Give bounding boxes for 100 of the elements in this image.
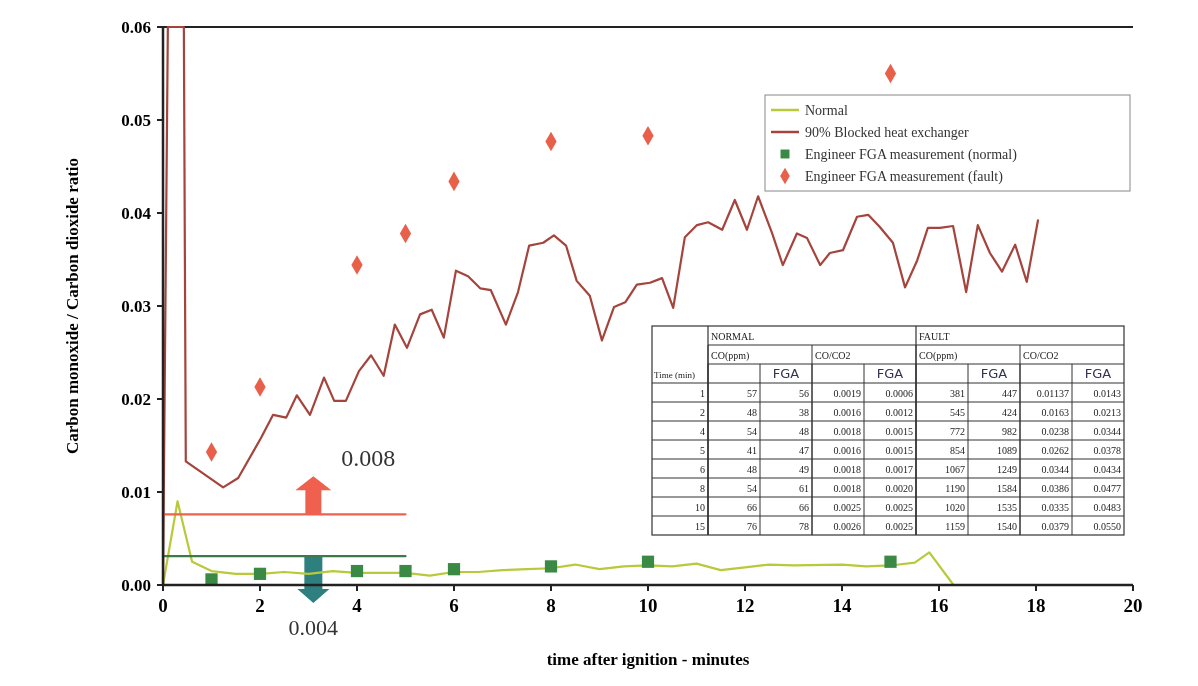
point bbox=[447, 563, 461, 576]
text: 54 bbox=[747, 483, 757, 494]
text: 0.0006 bbox=[885, 388, 913, 399]
text: 0.0344 bbox=[1041, 464, 1069, 475]
text: 0.0018 bbox=[833, 426, 861, 437]
text: 0.0163 bbox=[1041, 407, 1069, 418]
text: 0.0017 bbox=[885, 464, 913, 475]
annotation: CO/CO2 bbox=[815, 350, 851, 361]
text: 66 bbox=[799, 502, 809, 513]
text: 0.0020 bbox=[885, 483, 913, 494]
text: 772 bbox=[950, 426, 965, 437]
text: 0.0015 bbox=[885, 445, 913, 456]
text: 76 bbox=[747, 521, 757, 532]
y-tick-label: 0.00 bbox=[121, 576, 151, 595]
text: 0.0016 bbox=[833, 445, 861, 456]
text: 47 bbox=[799, 445, 809, 456]
text: 48 bbox=[747, 407, 757, 418]
text: 0.0378 bbox=[1093, 445, 1121, 456]
text: 0.0018 bbox=[833, 464, 861, 475]
text: 1089 bbox=[997, 445, 1017, 456]
text: 15 bbox=[695, 521, 705, 532]
text: 854 bbox=[950, 445, 965, 456]
text: 4 bbox=[700, 426, 705, 437]
y-tick-label: 0.04 bbox=[121, 204, 152, 223]
text: 0.0344 bbox=[1093, 426, 1121, 437]
y-axis-title: Carbon monoxide / Carbon dioxide ratio bbox=[63, 157, 82, 455]
y-tick-label: 0.03 bbox=[121, 297, 151, 316]
text: 1540 bbox=[997, 521, 1017, 532]
text: 41 bbox=[747, 445, 757, 456]
annotation: CO/CO2 bbox=[1023, 350, 1059, 361]
text: 0.0434 bbox=[1093, 464, 1121, 475]
text: 1067 bbox=[945, 464, 965, 475]
point bbox=[399, 564, 412, 578]
text: 1190 bbox=[945, 483, 965, 494]
y-tick-label: 0.02 bbox=[121, 390, 151, 409]
text: 381 bbox=[950, 388, 965, 399]
text: 0.0143 bbox=[1093, 388, 1121, 399]
text: 1 bbox=[700, 388, 705, 399]
text: 0.0379 bbox=[1041, 521, 1069, 532]
text: 10 bbox=[695, 502, 705, 513]
legend-label: Engineer FGA measurement (normal) bbox=[805, 147, 1018, 163]
annotation: CO(ppm) bbox=[919, 350, 958, 362]
text: 54 bbox=[747, 426, 757, 437]
legend-label: Normal bbox=[805, 103, 848, 118]
y-tick-label: 0.05 bbox=[121, 111, 151, 130]
text: 5 bbox=[700, 445, 705, 456]
text: 0.01137 bbox=[1036, 388, 1069, 399]
x-tick-label: 12 bbox=[735, 595, 755, 616]
annotation: CO(ppm) bbox=[711, 350, 750, 362]
text: 982 bbox=[1002, 426, 1017, 437]
text: 48 bbox=[747, 464, 757, 475]
category-label: FGA bbox=[1084, 366, 1112, 381]
text: 0.0025 bbox=[833, 502, 861, 513]
text: 0.0019 bbox=[833, 388, 861, 399]
text: 0.0025 bbox=[885, 521, 913, 532]
text: 1249 bbox=[997, 464, 1017, 475]
text: 0.0018 bbox=[833, 483, 861, 494]
point bbox=[544, 560, 558, 573]
text: 0.0335 bbox=[1041, 502, 1069, 513]
point bbox=[253, 567, 267, 580]
text: 66 bbox=[747, 502, 757, 513]
x-tick-label: 16 bbox=[929, 595, 949, 616]
text: 56 bbox=[799, 388, 809, 399]
text: 38 bbox=[799, 407, 809, 418]
category-label: FGA bbox=[980, 366, 1008, 381]
x-tick-label: 18 bbox=[1026, 595, 1046, 616]
annotation: NORMAL bbox=[711, 331, 755, 342]
text: 447 bbox=[1002, 388, 1017, 399]
text: 0.0016 bbox=[833, 407, 861, 418]
point bbox=[884, 555, 897, 568]
annotation: FAULT bbox=[919, 331, 950, 342]
text: 6 bbox=[700, 464, 705, 475]
x-tick-label: 6 bbox=[449, 595, 459, 616]
annotation: 0.004 bbox=[288, 615, 339, 640]
point bbox=[350, 564, 364, 578]
text: 1584 bbox=[997, 483, 1017, 494]
legend-label: 90% Blocked heat exchanger bbox=[805, 125, 969, 140]
text: 0.0213 bbox=[1093, 407, 1121, 418]
text: 0.0386 bbox=[1041, 483, 1069, 494]
text: 1020 bbox=[945, 502, 965, 513]
text: 1535 bbox=[997, 502, 1017, 513]
text: 49 bbox=[799, 464, 809, 475]
x-tick-label: 20 bbox=[1123, 595, 1143, 616]
text: 0.0026 bbox=[833, 521, 861, 532]
legend-label: Engineer FGA measurement (fault) bbox=[805, 169, 1004, 185]
x-tick-label: 8 bbox=[546, 595, 556, 616]
annotation: 0.008 bbox=[341, 445, 396, 472]
x-tick-label: 2 bbox=[255, 595, 265, 616]
x-axis-title: time after ignition - minutes bbox=[546, 650, 750, 669]
text: 78 bbox=[799, 521, 809, 532]
x-tick-label: 0 bbox=[158, 595, 168, 616]
category-label: Time (min) bbox=[654, 370, 695, 380]
text: 0.0477 bbox=[1093, 483, 1121, 494]
x-tick-label: 4 bbox=[352, 595, 363, 616]
y-tick-label: 0.01 bbox=[121, 483, 151, 502]
text: 545 bbox=[950, 407, 965, 418]
category-label: FGA bbox=[876, 366, 904, 381]
text: 0.0262 bbox=[1041, 445, 1069, 456]
y-tick-label: 0.06 bbox=[121, 18, 151, 37]
text: 0.0025 bbox=[885, 502, 913, 513]
